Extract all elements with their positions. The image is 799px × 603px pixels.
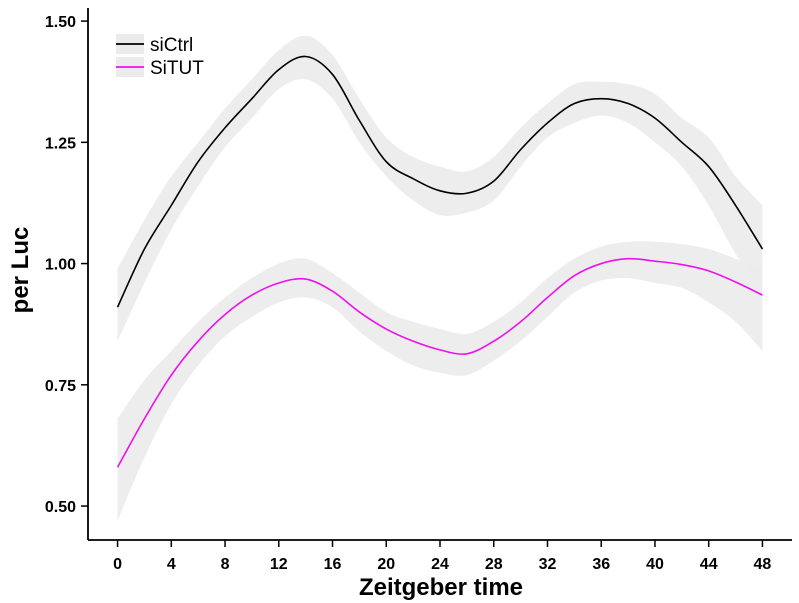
y-tick-label: 0.50 [45, 499, 76, 516]
y-tick-label: 1.25 [45, 135, 76, 152]
x-tick-label: 44 [700, 556, 718, 573]
band-sictrl [117, 35, 763, 342]
x-tick-label: 48 [754, 556, 772, 573]
x-tick-label: 16 [324, 556, 342, 573]
line-situt [116, 257, 763, 468]
x-tick-label: 4 [167, 556, 176, 573]
band-situt [117, 241, 763, 521]
confidence-bands [117, 35, 763, 521]
x-tick-label: 8 [221, 556, 230, 573]
x-tick-label: 0 [113, 556, 122, 573]
x-axis-title: Zeitgeber time [359, 574, 523, 601]
x-tick-label: 36 [592, 556, 610, 573]
series-lines [116, 55, 764, 468]
y-tick-label: 1.00 [45, 257, 76, 274]
y-tick-label: 0.75 [45, 378, 76, 395]
legend-label-situt: SiTUT [150, 58, 204, 79]
x-tick-label: 32 [539, 556, 557, 573]
y-axis-title: per Luc [7, 227, 34, 314]
x-axis-ticks: 0 4 8 12 16 20 24 28 32 36 40 44 48 [113, 540, 771, 573]
x-tick-label: 24 [431, 556, 449, 573]
x-tick-label: 40 [646, 556, 664, 573]
y-tick-label: 1.50 [45, 14, 76, 31]
x-tick-label: 12 [270, 556, 288, 573]
legend-label-sictrl: siCtrl [150, 35, 193, 56]
line-sictrl [116, 55, 764, 308]
x-tick-label: 28 [485, 556, 503, 573]
y-axis-ticks: 0.50 0.75 1.00 1.25 1.50 [45, 14, 88, 516]
x-tick-label: 20 [377, 556, 395, 573]
